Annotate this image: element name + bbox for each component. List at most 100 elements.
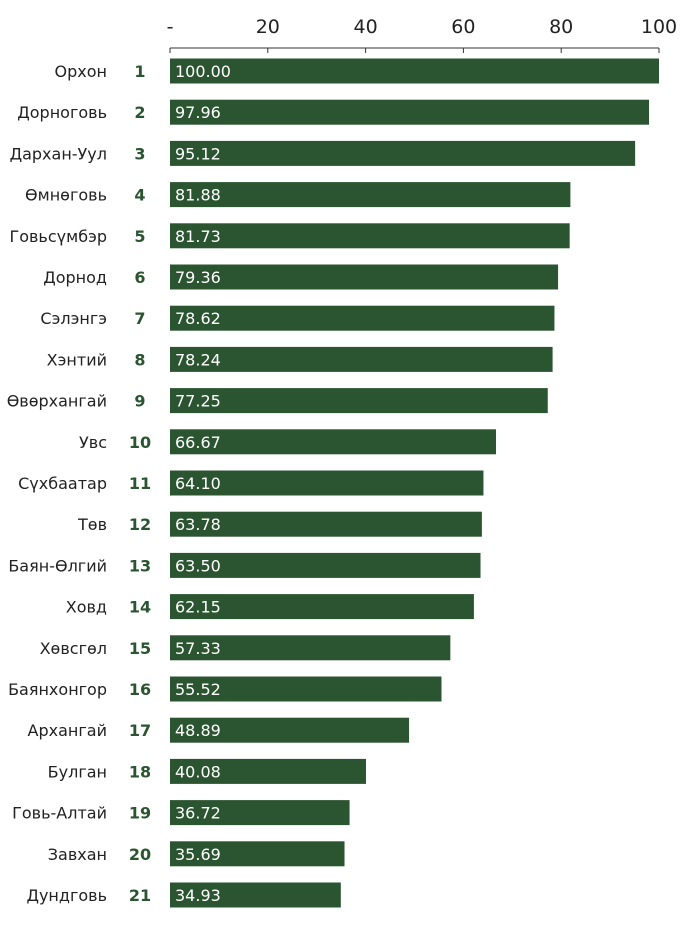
- category-label: Увс: [79, 433, 107, 452]
- category-label: Сэлэнгэ: [40, 309, 107, 328]
- category-label: Сүхбаатар: [18, 474, 107, 493]
- value-label: 64.10: [175, 474, 221, 493]
- bar: [170, 99, 650, 125]
- bar: [170, 758, 366, 784]
- category-label: Баянхонгор: [8, 680, 107, 699]
- rank-label: 6: [134, 268, 145, 287]
- rank-label: 7: [134, 309, 145, 328]
- value-label: 35.69: [175, 845, 221, 864]
- value-label: 40.08: [175, 762, 221, 781]
- rank-label: 17: [129, 721, 151, 740]
- bar: [170, 470, 484, 496]
- rank-label: 12: [129, 515, 151, 534]
- value-label: 62.15: [175, 598, 221, 617]
- rank-label: 15: [129, 639, 151, 658]
- rank-label: 16: [129, 680, 151, 699]
- rank-label: 9: [134, 392, 145, 411]
- category-label: Булган: [48, 762, 107, 781]
- bar: [170, 841, 345, 867]
- bar-row: Сүхбаатар 11 64.10: [18, 470, 484, 496]
- bar: [170, 676, 442, 702]
- value-label: 66.67: [175, 433, 221, 452]
- bar-row: Завхан 20 35.69: [48, 841, 345, 867]
- bar-row: Баянхонгор 16 55.52: [8, 676, 442, 702]
- bar-row: Сэлэнгэ 7 78.62: [40, 305, 555, 331]
- x-tick-label: 40: [354, 16, 378, 38]
- value-label: 77.25: [175, 392, 221, 411]
- category-label: Дундговь: [26, 886, 107, 905]
- value-label: 81.88: [175, 186, 221, 205]
- x-tick-label: 100: [641, 16, 677, 38]
- category-label: Төв: [77, 515, 107, 534]
- bar-row: Архангай 17 48.89: [28, 717, 410, 743]
- bar: [170, 717, 410, 743]
- category-label: Дорноговь: [17, 103, 107, 122]
- bar-row: Өвөрхангай 9 77.25: [7, 388, 548, 414]
- rank-label: 10: [129, 433, 151, 452]
- bar-row: Хэнтий 8 78.24: [47, 346, 553, 372]
- rank-label: 11: [129, 474, 151, 493]
- value-label: 57.33: [175, 639, 221, 658]
- bar-row: Ховд 14 62.15: [66, 594, 474, 620]
- category-label: Завхан: [48, 845, 107, 864]
- x-axis: - 20 40 60 80 100: [167, 16, 677, 53]
- bar-row: Увс 10 66.67: [79, 429, 497, 455]
- bar: [170, 346, 553, 372]
- bar: [170, 223, 570, 249]
- bar-row: Төв 12 63.78: [77, 511, 482, 537]
- bar: [170, 388, 548, 414]
- bar-row: Говьсүмбэр 5 81.73: [9, 223, 570, 249]
- value-label: 95.12: [175, 144, 221, 163]
- x-tick-label: -: [167, 16, 174, 38]
- bar: [170, 182, 571, 208]
- value-label: 36.72: [175, 804, 221, 823]
- value-label: 63.78: [175, 515, 221, 534]
- value-label: 97.96: [175, 103, 221, 122]
- bar: [170, 511, 482, 537]
- category-label: Дархан-Уул: [10, 144, 107, 163]
- value-label: 48.89: [175, 721, 221, 740]
- bar-row: Говь-Алтай 19 36.72: [12, 800, 350, 826]
- category-label: Баян-Өлгий: [8, 556, 107, 575]
- category-label: Говьсүмбэр: [9, 227, 107, 246]
- value-label: 63.50: [175, 556, 221, 575]
- rank-label: 19: [129, 804, 151, 823]
- value-label: 78.62: [175, 309, 221, 328]
- rank-label: 4: [134, 186, 145, 205]
- bar-row: Дорнод 6 79.36: [43, 264, 559, 290]
- rank-label: 8: [134, 350, 145, 369]
- value-label: 81.73: [175, 227, 221, 246]
- bar: [170, 552, 481, 578]
- bar: [170, 264, 559, 290]
- bar-row: Өмнөговь 4 81.88: [25, 182, 571, 208]
- bar: [170, 429, 497, 455]
- value-label: 100.00: [175, 62, 231, 81]
- category-label: Ховд: [66, 598, 107, 617]
- rank-label: 14: [129, 598, 151, 617]
- bar-row: Орхон 1 100.00: [55, 58, 659, 84]
- rank-label: 13: [129, 556, 151, 575]
- x-tick-label: 60: [451, 16, 475, 38]
- bar: [170, 800, 350, 826]
- value-label: 55.52: [175, 680, 221, 699]
- bar-row: Дундговь 21 34.93: [26, 882, 341, 908]
- rank-label: 18: [129, 762, 151, 781]
- x-tick-label: 20: [256, 16, 280, 38]
- bar: [170, 635, 451, 661]
- bar: [170, 58, 659, 84]
- bar: [170, 882, 341, 908]
- rank-label: 20: [129, 845, 151, 864]
- value-label: 34.93: [175, 886, 221, 905]
- category-label: Орхон: [55, 62, 107, 81]
- category-label: Хөвсгөл: [40, 639, 107, 658]
- rank-label: 1: [134, 62, 145, 81]
- value-label: 79.36: [175, 268, 221, 287]
- bar-row: Дорноговь 2 97.96: [17, 99, 650, 125]
- category-label: Архангай: [28, 721, 107, 740]
- bar-row: Булган 18 40.08: [48, 758, 366, 784]
- bar-row: Хөвсгөл 15 57.33: [40, 635, 451, 661]
- rank-label: 21: [129, 886, 151, 905]
- category-label: Дорнод: [43, 268, 107, 287]
